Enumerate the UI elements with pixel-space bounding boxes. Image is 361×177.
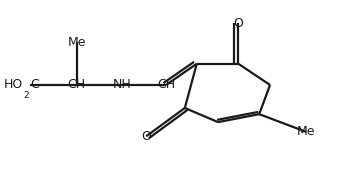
Text: NH: NH xyxy=(113,78,131,92)
Text: C: C xyxy=(31,78,39,92)
Text: Me: Me xyxy=(297,125,316,138)
Text: HO: HO xyxy=(4,78,23,92)
Text: O: O xyxy=(141,130,151,143)
Text: CH: CH xyxy=(68,78,86,92)
Text: 2: 2 xyxy=(23,91,29,100)
Text: CH: CH xyxy=(157,78,175,92)
Text: O: O xyxy=(233,16,243,30)
Text: Me: Me xyxy=(67,36,86,49)
